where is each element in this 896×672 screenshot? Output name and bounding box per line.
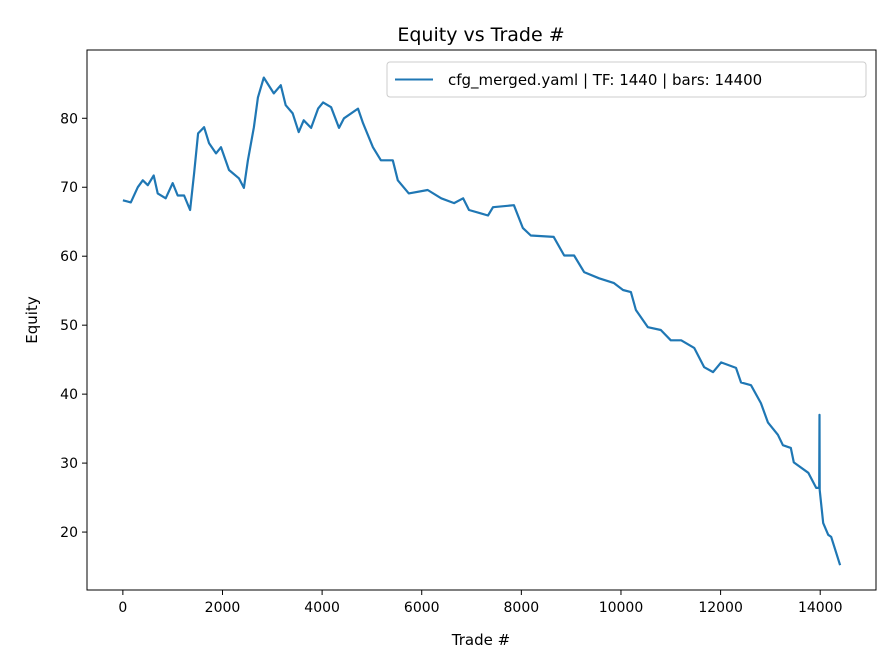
chart-title: Equity vs Trade #: [397, 24, 564, 46]
axes-frame: [86, 49, 877, 591]
y-tick-label: 60: [60, 249, 78, 265]
x-axis-ticks: 0 2000 4000 6000 8000 10000 12000 14000: [118, 590, 842, 616]
x-tick-label: 6000: [404, 600, 440, 616]
legend-label: cfg_merged.yaml | TF: 1440 | bars: 14400: [448, 71, 762, 90]
plot-area: [122, 76, 842, 566]
y-tick-label: 20: [60, 525, 78, 541]
legend-box: [386, 61, 867, 98]
y-tick-label: 40: [60, 387, 78, 403]
y-tick-label: 30: [60, 456, 78, 472]
legend: cfg_merged.yaml | TF: 1440 | bars: 14400: [386, 61, 867, 98]
equity-series-line: [122, 76, 842, 566]
y-tick-label: 70: [60, 180, 78, 196]
y-axis-label: Equity: [23, 296, 41, 344]
x-tick-label: 10000: [599, 600, 644, 616]
y-tick-label: 50: [60, 318, 78, 334]
y-tick-label: 80: [60, 111, 78, 127]
x-tick-label: 8000: [504, 600, 540, 616]
x-tick-label: 0: [118, 600, 127, 616]
y-axis-ticks: 20 30 40 50 60 70 80: [60, 111, 87, 541]
x-axis-label: Trade #: [451, 631, 510, 649]
x-tick-label: 14000: [798, 600, 843, 616]
x-tick-label: 4000: [304, 600, 340, 616]
x-tick-label: 2000: [205, 600, 241, 616]
x-tick-label: 12000: [698, 600, 743, 616]
